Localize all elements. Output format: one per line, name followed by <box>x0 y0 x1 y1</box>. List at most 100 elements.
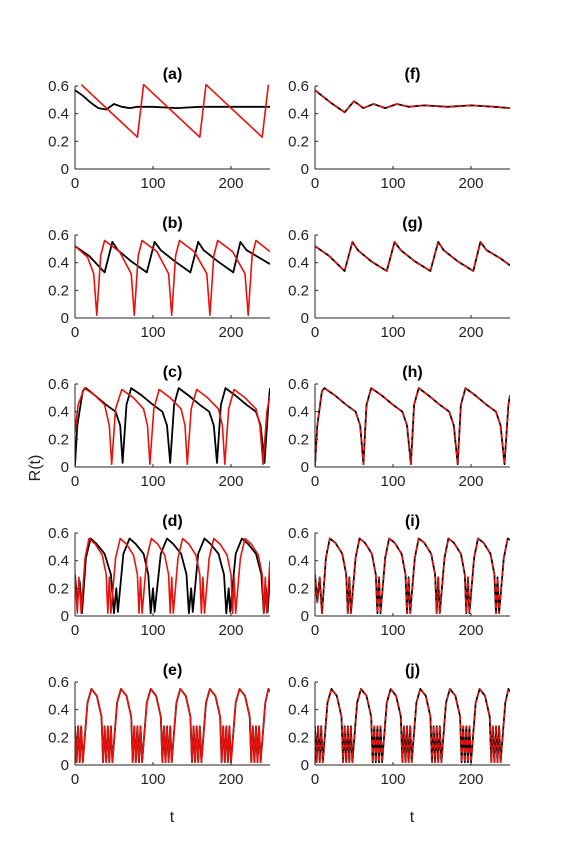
x-tick-label-j: 200 <box>458 771 483 788</box>
y-tick-label-b: 0 <box>61 310 69 327</box>
y-tick-label-f: 0.2 <box>288 133 309 150</box>
y-tick-label-c: 0.6 <box>48 376 69 393</box>
x-tick-label-e: 100 <box>140 771 165 788</box>
series-red-line-i <box>315 537 510 615</box>
y-tick-label-e: 0.2 <box>48 729 69 746</box>
y-tick-label-e: 0.6 <box>48 674 69 691</box>
y-tick-label-d: 0 <box>61 608 69 625</box>
panel-g: (g) 0 100 200 0 0.2 0.4 0.6 <box>288 215 510 341</box>
y-tick-label-g: 0.6 <box>288 227 309 244</box>
plot-area-a <box>75 86 270 169</box>
series-black-line-d <box>75 537 270 615</box>
y-tick-label-g: 0 <box>301 310 309 327</box>
panel-e: (e) 0 100 200 0 0.2 0.4 0.6 <box>48 662 270 788</box>
y-tick-label-a: 0.2 <box>48 133 69 150</box>
x-tick-label-a: 200 <box>218 175 243 192</box>
y-tick-label-f: 0 <box>301 161 309 178</box>
panel-i: (i) 0 100 200 0 0.2 0.4 0.6 <box>288 513 510 639</box>
x-tick-label-h: 0 <box>311 473 319 490</box>
y-tick-label-b: 0.2 <box>48 282 69 299</box>
y-tick-label-d: 0.4 <box>48 553 69 570</box>
x-tick-label-i: 100 <box>380 622 405 639</box>
x-tick-label-j: 0 <box>311 771 319 788</box>
x-axis-label-left: t <box>170 809 175 826</box>
series-red-line-h <box>315 387 510 466</box>
y-tick-label-c: 0 <box>61 459 69 476</box>
y-tick-label-h: 0 <box>301 459 309 476</box>
y-tick-label-d: 0.2 <box>48 580 69 597</box>
x-tick-label-j: 100 <box>380 771 405 788</box>
x-tick-label-f: 100 <box>380 175 405 192</box>
series-red-line-e <box>75 688 270 764</box>
x-tick-label-h: 100 <box>380 473 405 490</box>
x-tick-label-a: 100 <box>140 175 165 192</box>
panel-b: (b) 0 100 200 0 0.2 0.4 0.6 <box>48 215 270 341</box>
y-tick-label-e: 0 <box>61 757 69 774</box>
x-tick-label-f: 200 <box>458 175 483 192</box>
x-tick-label-f: 0 <box>311 175 319 192</box>
series-black-line-c <box>75 387 270 466</box>
series-red-line-a <box>80 84 270 138</box>
y-tick-label-j: 0.2 <box>288 729 309 746</box>
x-tick-label-g: 0 <box>311 324 319 341</box>
plot-area-f <box>315 86 510 169</box>
panel-title-b: (b) <box>162 215 182 232</box>
y-tick-label-c: 0.2 <box>48 431 69 448</box>
series-red-line-c <box>75 387 270 466</box>
y-tick-label-i: 0 <box>301 608 309 625</box>
series-red-line-f <box>315 89 510 114</box>
y-tick-label-g: 0.2 <box>288 282 309 299</box>
x-tick-label-g: 200 <box>458 324 483 341</box>
x-tick-label-b: 200 <box>218 324 243 341</box>
y-axis-label: R(t) <box>27 455 44 482</box>
x-tick-label-d: 0 <box>71 622 79 639</box>
y-tick-label-f: 0.4 <box>288 106 309 123</box>
x-tick-label-d: 200 <box>218 622 243 639</box>
panel-j: (j) 0 100 200 0 0.2 0.4 0.6 <box>288 662 510 788</box>
plot-area-i <box>315 533 510 616</box>
y-tick-label-j: 0.4 <box>288 702 309 719</box>
panels-group: (a) 0 100 200 0 0.2 0.4 0.6 (b) 0 100 200 0 0.2 0.4 0.6… <box>48 66 510 788</box>
x-axis-label-right: t <box>410 809 415 826</box>
y-tick-label-e: 0.4 <box>48 702 69 719</box>
y-tick-label-d: 0.6 <box>48 525 69 542</box>
y-tick-label-h: 0.4 <box>288 404 309 421</box>
series-red-line-d <box>75 537 270 615</box>
panel-title-e: (e) <box>163 662 183 679</box>
panel-c: (c) 0 100 200 0 0.2 0.4 0.6 <box>48 364 270 490</box>
y-tick-label-h: 0.6 <box>288 376 309 393</box>
panel-title-a: (a) <box>163 66 183 83</box>
y-tick-label-h: 0.2 <box>288 431 309 448</box>
y-tick-label-i: 0.6 <box>288 525 309 542</box>
x-tick-label-b: 0 <box>71 324 79 341</box>
plot-area-g <box>315 235 510 318</box>
y-tick-label-j: 0 <box>301 757 309 774</box>
y-tick-label-b: 0.6 <box>48 227 69 244</box>
panel-title-c: (c) <box>163 364 183 381</box>
x-tick-label-e: 200 <box>218 771 243 788</box>
panel-d: (d) 0 100 200 0 0.2 0.4 0.6 <box>48 513 270 639</box>
series-red-line-j <box>315 688 510 764</box>
panel-title-i: (i) <box>405 513 420 530</box>
x-tick-label-c: 100 <box>140 473 165 490</box>
panel-title-f: (f) <box>405 66 421 83</box>
x-tick-label-c: 0 <box>71 473 79 490</box>
y-tick-label-b: 0.4 <box>48 255 69 272</box>
x-tick-label-g: 100 <box>380 324 405 341</box>
series-black-line-a <box>75 89 270 111</box>
y-tick-label-a: 0 <box>61 161 69 178</box>
panel-f: (f) 0 100 200 0 0.2 0.4 0.6 <box>288 66 510 192</box>
y-tick-label-i: 0.2 <box>288 580 309 597</box>
series-red-line-g <box>315 241 510 272</box>
x-tick-label-i: 0 <box>311 622 319 639</box>
x-tick-label-e: 0 <box>71 771 79 788</box>
panel-title-d: (d) <box>162 513 182 530</box>
panel-title-g: (g) <box>402 215 422 232</box>
x-tick-label-h: 200 <box>458 473 483 490</box>
y-tick-label-f: 0.6 <box>288 78 309 95</box>
y-tick-label-a: 0.4 <box>48 106 69 123</box>
y-tick-label-j: 0.6 <box>288 674 309 691</box>
panel-title-j: (j) <box>405 662 420 679</box>
x-tick-label-c: 200 <box>218 473 243 490</box>
